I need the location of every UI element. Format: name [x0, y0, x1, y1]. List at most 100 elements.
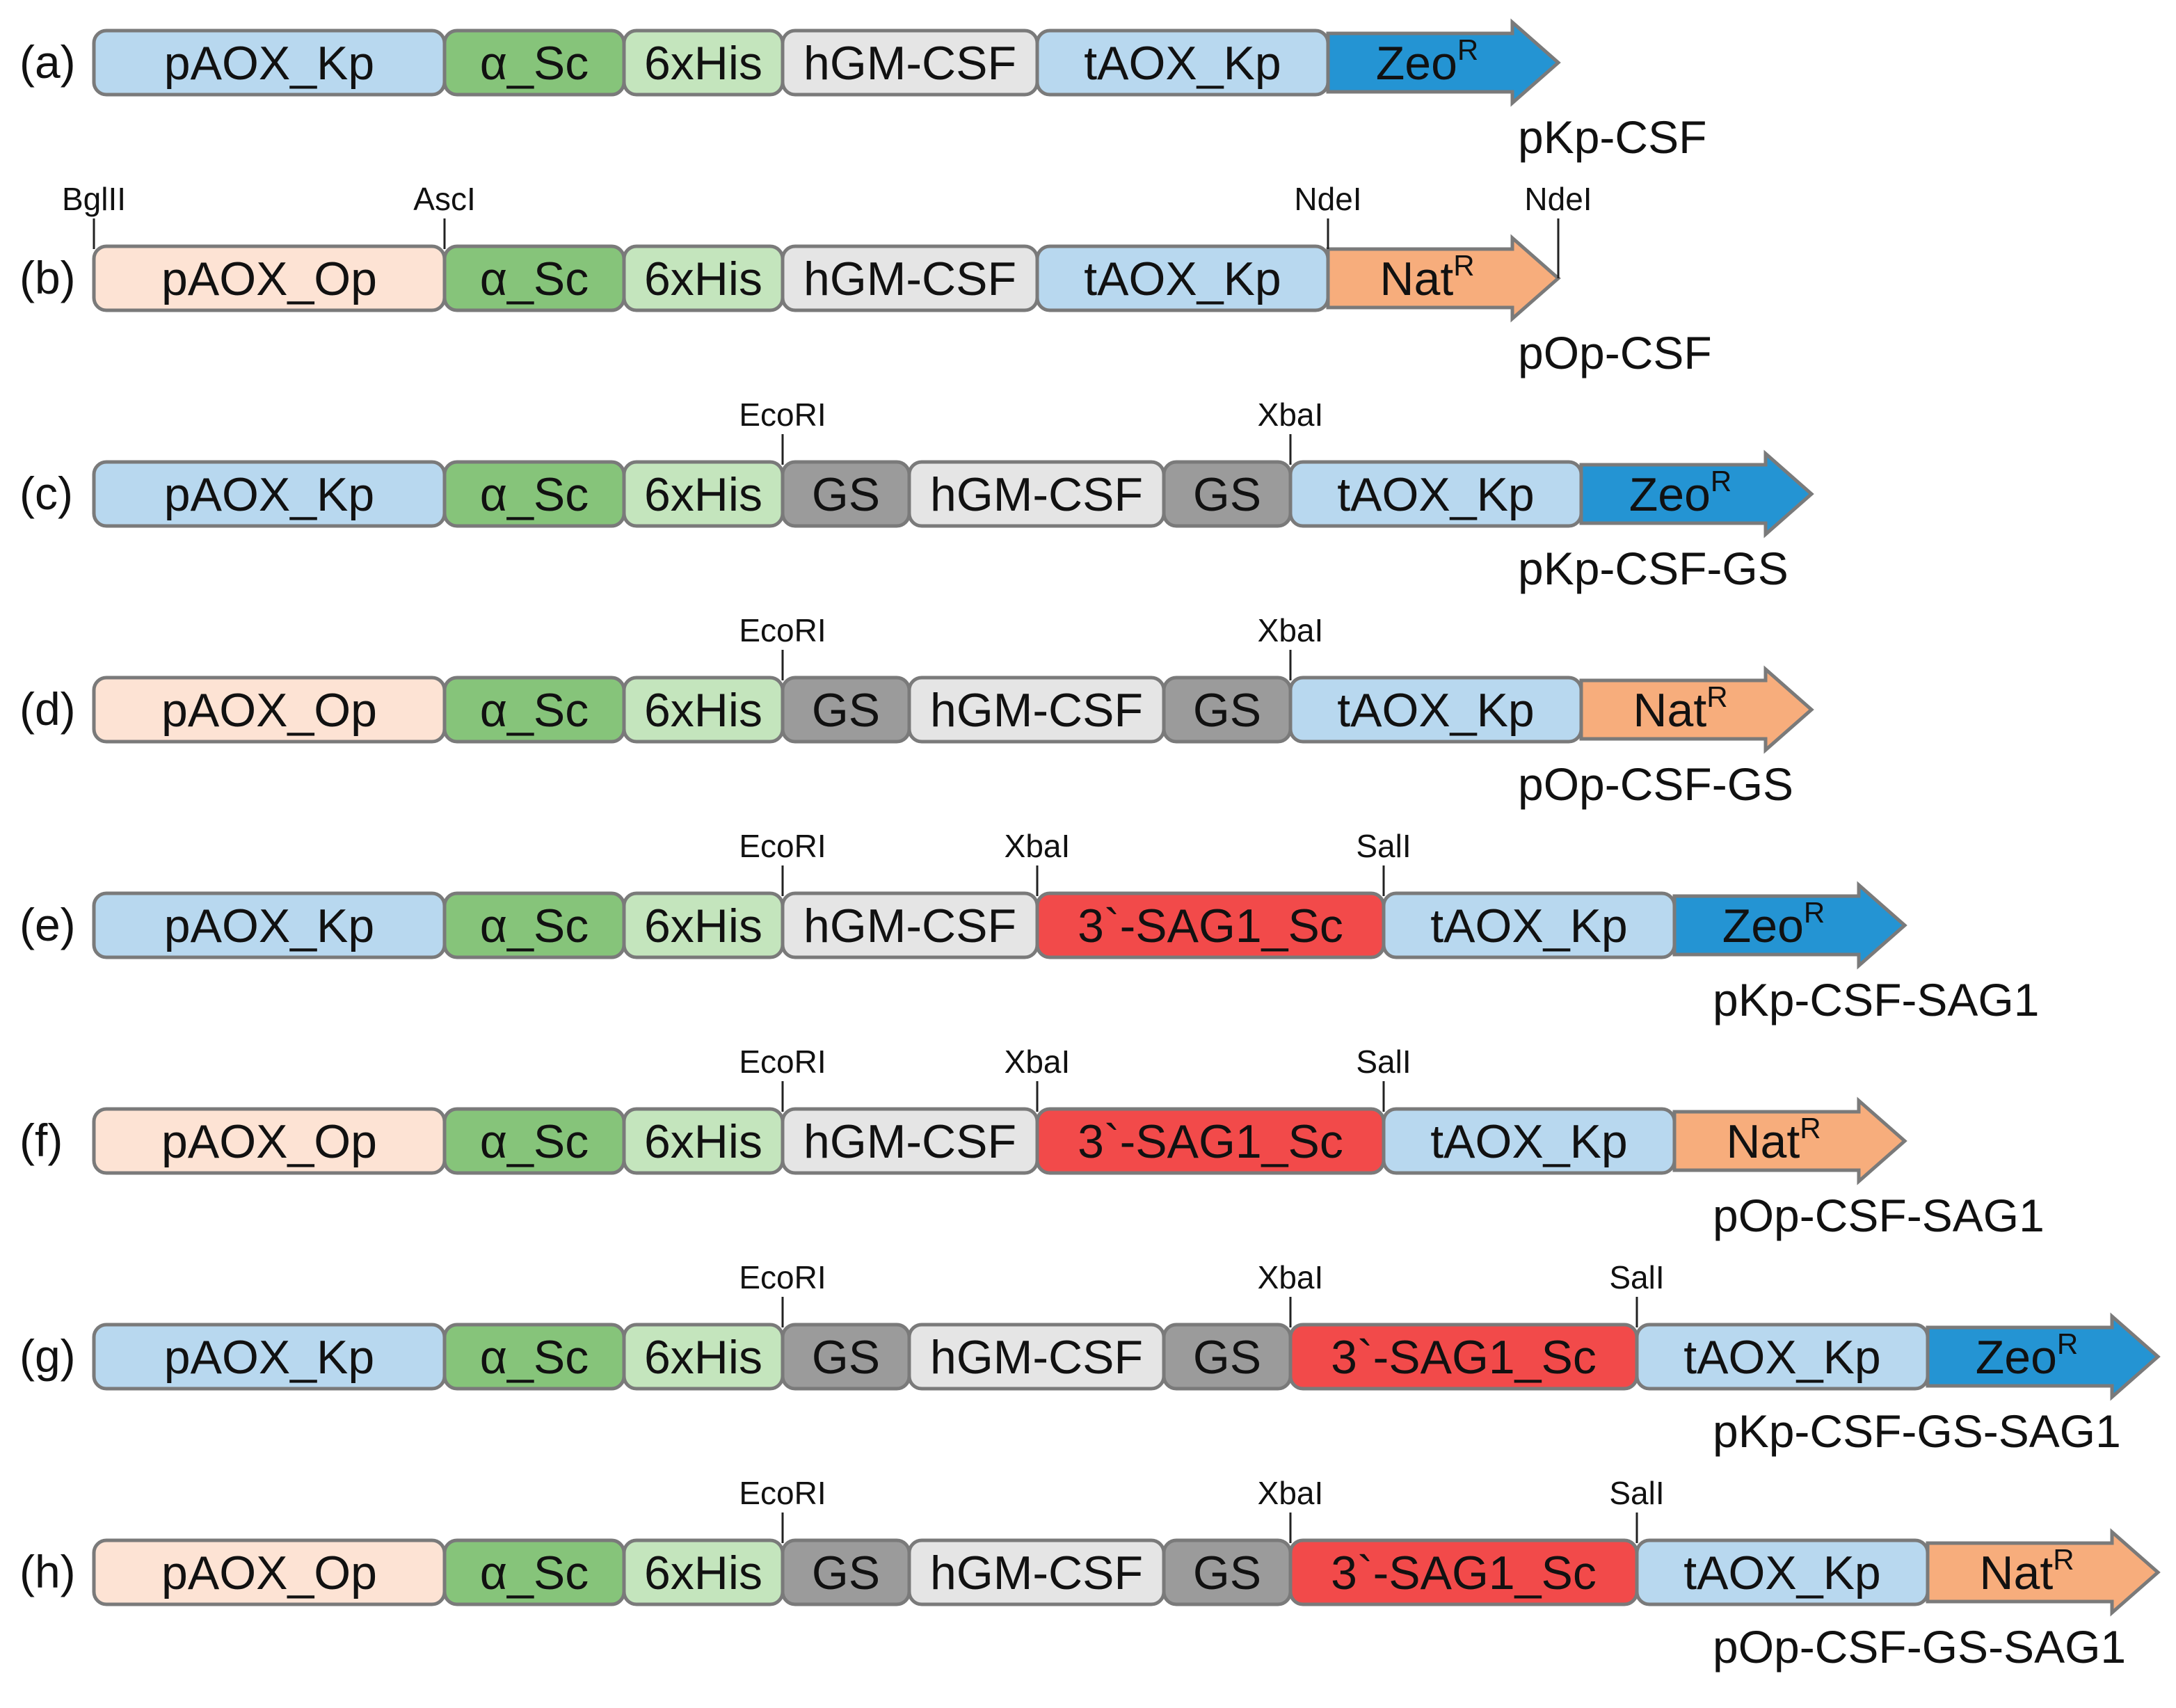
segment-6xhis-label: 6xHis	[644, 900, 762, 952]
construct-name: pKp-CSF-SAG1	[1713, 974, 2039, 1025]
resistance-marker-arrow	[1326, 234, 1561, 323]
construct-pop-csf-sag1: (f) pAOX_Op α_Sc 6xHis hGM-CSF 3`-SAG1_Sc tAOX…	[19, 1044, 2045, 1241]
resistance-marker-label: NatR	[1633, 680, 1727, 737]
segment-taox-kp-label: tAOX_Kp	[1084, 253, 1281, 305]
segment-6xhis-label: 6xHis	[644, 1547, 762, 1599]
construct-name: pOp-CSF-GS	[1518, 758, 1793, 810]
segment-paox-kp-label: pAOX_Kp	[164, 468, 374, 521]
resistance-marker-arrow	[1579, 665, 1814, 754]
construct-pop-csf-gs: (d) pAOX_Op α_Sc 6xHis GS hGM-CSF GS tAOX_Kp Nat…	[19, 612, 1814, 810]
segment-gs-label: GS	[812, 468, 880, 521]
segment-sc-label: α_Sc	[480, 900, 589, 952]
segment-3-sag1-sc-label: 3`-SAG1_Sc	[1078, 900, 1343, 952]
construct-label: (c)	[19, 468, 73, 519]
restriction-site-sali: SalI	[1356, 1044, 1411, 1080]
construct-name: pKp-CSF-GS	[1518, 543, 1789, 594]
restriction-site-ndei: NdeI	[1524, 181, 1592, 217]
segment-hgm-csf-label: hGM-CSF	[803, 1115, 1016, 1168]
segment-6xhis-label: 6xHis	[644, 253, 762, 305]
construct-name: pOp-CSF	[1518, 327, 1712, 378]
segment-3-sag1-sc-label: 3`-SAG1_Sc	[1331, 1547, 1597, 1599]
restriction-site-xbai: XbaI	[1005, 1044, 1071, 1080]
segment-6xhis-label: 6xHis	[644, 1115, 762, 1168]
segment-gs-label: GS	[812, 1547, 880, 1599]
construct-name: pKp-CSF-GS-SAG1	[1713, 1405, 2121, 1457]
segment-6xhis-label: 6xHis	[644, 468, 762, 521]
construct-pop-csf-gs-sag1: (h) pAOX_Op α_Sc 6xHis GS hGM-CSF GS 3`-SAG1_Sc…	[19, 1475, 2161, 1673]
construct-label: (a)	[19, 36, 76, 88]
segment-taox-kp-label: tAOX_Kp	[1683, 1547, 1881, 1599]
resistance-marker-arrow	[1326, 18, 1561, 107]
construct-label: (f)	[19, 1115, 63, 1166]
segment-taox-kp-label: tAOX_Kp	[1430, 900, 1628, 952]
resistance-marker-arrow	[1926, 1312, 2161, 1401]
restriction-site-xbai: XbaI	[1005, 828, 1071, 864]
segment-3-sag1-sc-label: 3`-SAG1_Sc	[1331, 1331, 1597, 1384]
segment-sc-label: α_Sc	[480, 253, 589, 305]
restriction-site-bglii: BglII	[62, 181, 126, 217]
segment-sc-label: α_Sc	[480, 684, 589, 737]
restriction-site-sali: SalI	[1609, 1475, 1664, 1511]
segment-hgm-csf-label: hGM-CSF	[930, 468, 1143, 521]
resistance-marker-label: NatR	[1726, 1112, 1821, 1168]
restriction-site-ecori: EcoRI	[739, 1475, 826, 1511]
segment-taox-kp-label: tAOX_Kp	[1337, 684, 1535, 737]
resistance-marker-arrow	[1672, 1096, 1907, 1186]
restriction-site-sali: SalI	[1609, 1259, 1664, 1295]
restriction-site-ecori: EcoRI	[739, 1044, 826, 1080]
restriction-site-xbai: XbaI	[1258, 1259, 1324, 1295]
segment-sc-label: α_Sc	[480, 468, 589, 521]
construct-label: (g)	[19, 1330, 76, 1382]
segment-gs-label: GS	[1193, 684, 1261, 737]
segment-paox-kp-label: pAOX_Kp	[164, 37, 374, 90]
resistance-marker-label: ZeoR	[1722, 896, 1825, 952]
segment-6xhis-label: 6xHis	[644, 684, 762, 737]
construct-pkp-csf: (a) pAOX_Kp α_Sc 6xHis hGM-CSF tAOX_Kp ZeoR pKp…	[19, 18, 1706, 163]
segment-gs-label: GS	[1193, 1547, 1261, 1599]
construct-name: pOp-CSF-SAG1	[1713, 1190, 2045, 1241]
resistance-marker-arrow	[1579, 449, 1814, 538]
segment-taox-kp-label: tAOX_Kp	[1430, 1115, 1628, 1168]
segment-hgm-csf-label: hGM-CSF	[803, 900, 1016, 952]
construct-label: (h)	[19, 1546, 76, 1597]
segment-gs-label: GS	[1193, 1331, 1261, 1384]
restriction-site-sali: SalI	[1356, 828, 1411, 864]
segment-gs-label: GS	[1193, 468, 1261, 521]
segment-hgm-csf-label: hGM-CSF	[803, 37, 1016, 90]
segment-hgm-csf-label: hGM-CSF	[930, 1547, 1143, 1599]
construct-name: pOp-CSF-GS-SAG1	[1713, 1621, 2126, 1673]
segment-gs-label: GS	[812, 684, 880, 737]
restriction-site-xbai: XbaI	[1258, 612, 1324, 648]
resistance-marker-label: ZeoR	[1629, 465, 1732, 521]
segment-taox-kp-label: tAOX_Kp	[1084, 37, 1281, 90]
segment-3-sag1-sc-label: 3`-SAG1_Sc	[1078, 1115, 1343, 1168]
segment-gs-label: GS	[812, 1331, 880, 1384]
segment-paox-kp-label: pAOX_Kp	[164, 1331, 374, 1384]
restriction-site-xbai: XbaI	[1258, 1475, 1324, 1511]
segment-taox-kp-label: tAOX_Kp	[1337, 468, 1535, 521]
segment-sc-label: α_Sc	[480, 1115, 589, 1168]
segment-paox-op-label: pAOX_Op	[161, 1115, 377, 1168]
resistance-marker-label: ZeoR	[1976, 1327, 2079, 1384]
restriction-site-ecori: EcoRI	[739, 612, 826, 648]
restriction-site-ndei: NdeI	[1294, 181, 1361, 217]
resistance-marker-label: NatR	[1379, 249, 1474, 305]
construct-name: pKp-CSF	[1518, 111, 1706, 163]
segment-6xhis-label: 6xHis	[644, 37, 762, 90]
segment-hgm-csf-label: hGM-CSF	[803, 253, 1016, 305]
segment-6xhis-label: 6xHis	[644, 1331, 762, 1384]
segment-sc-label: α_Sc	[480, 37, 589, 90]
construct-pkp-csf-sag1: (e) pAOX_Kp α_Sc 6xHis hGM-CSF 3`-SAG1_Sc tAOX…	[19, 828, 2039, 1025]
construct-pkp-csf-gs: (c) pAOX_Kp α_Sc 6xHis GS hGM-CSF GS tAOX_Kp Zeo…	[19, 397, 1814, 594]
resistance-marker-arrow	[1672, 881, 1907, 970]
segment-hgm-csf-label: hGM-CSF	[930, 684, 1143, 737]
restriction-site-ecori: EcoRI	[739, 397, 826, 433]
restriction-site-ecori: EcoRI	[739, 828, 826, 864]
restriction-site-ecori: EcoRI	[739, 1259, 826, 1295]
restriction-site-asci: AscI	[413, 181, 475, 217]
segment-taox-kp-label: tAOX_Kp	[1683, 1331, 1881, 1384]
construct-label: (e)	[19, 899, 76, 950]
segment-hgm-csf-label: hGM-CSF	[930, 1331, 1143, 1384]
resistance-marker-label: NatR	[1979, 1543, 2074, 1599]
